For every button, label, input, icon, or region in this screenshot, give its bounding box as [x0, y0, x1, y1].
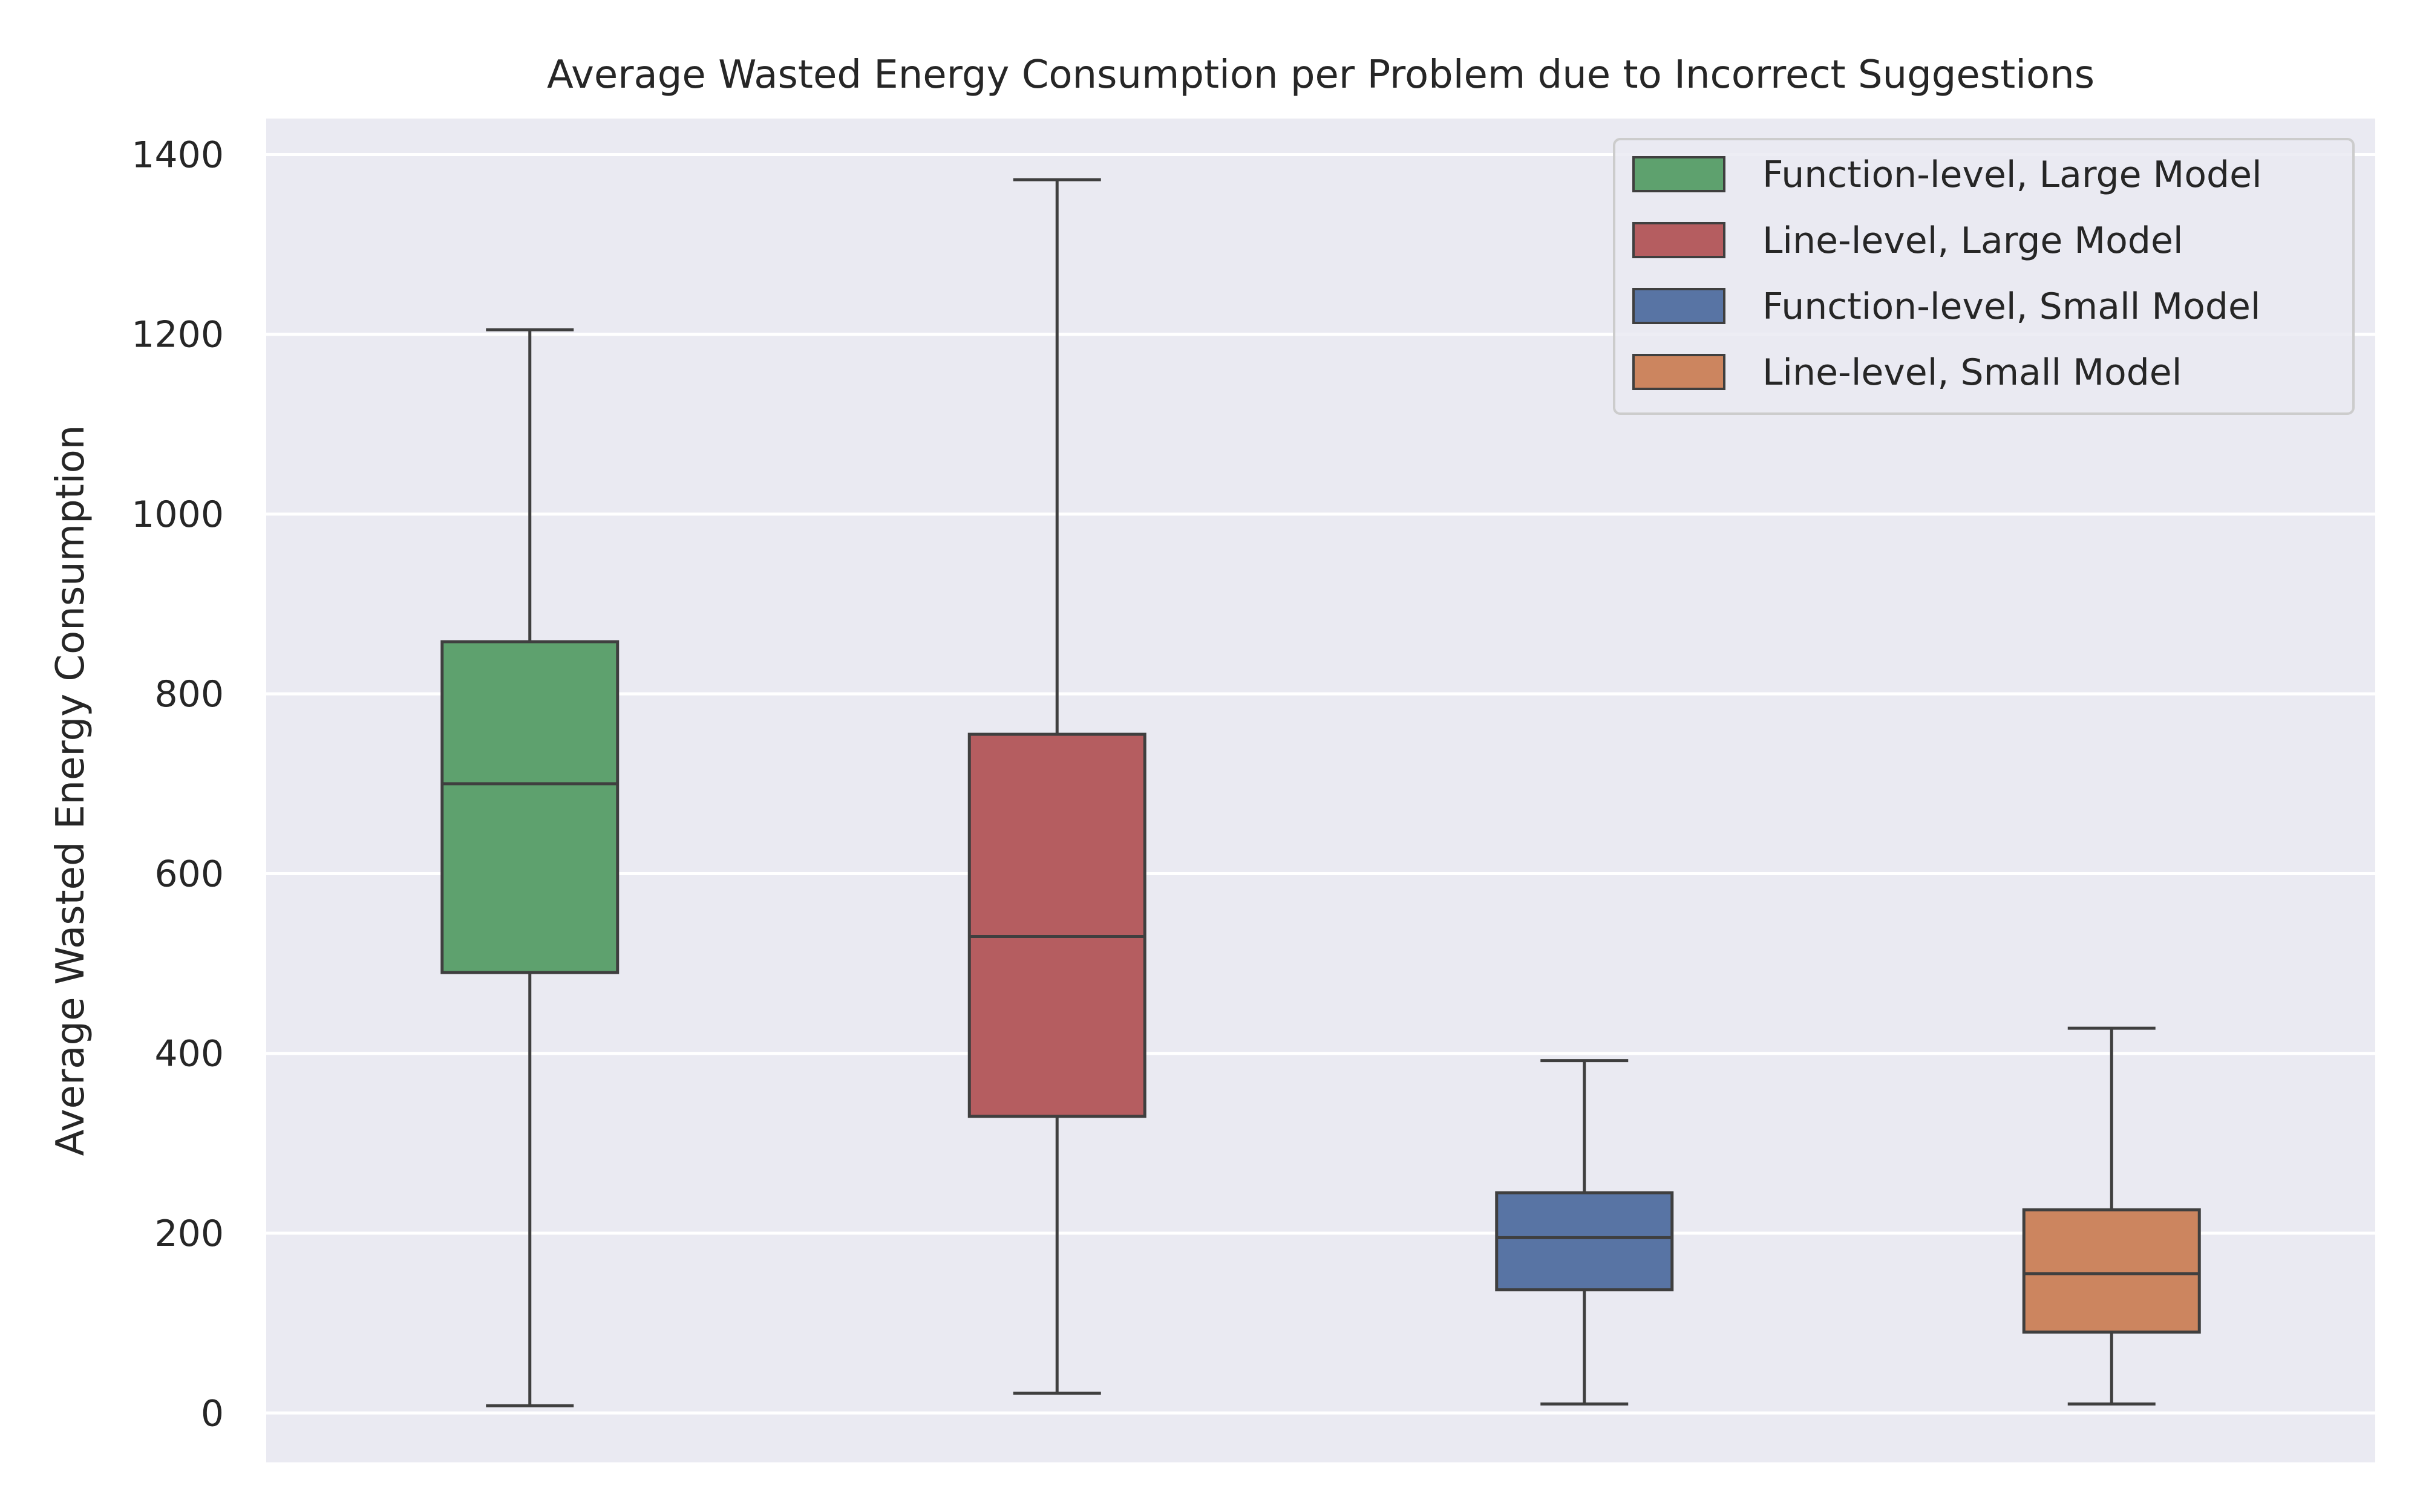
y-tick-label: 1400 — [131, 134, 224, 176]
legend-box — [1613, 138, 2355, 415]
legend-item: Line-level, Small Model — [1632, 351, 2182, 394]
chart-title: Average Wasted Energy Consumption per Pr… — [547, 53, 2095, 97]
y-tick-label: 400 — [154, 1033, 224, 1075]
y-tick-label: 800 — [154, 673, 224, 715]
legend-item: Line-level, Large Model — [1632, 220, 2183, 262]
legend-swatch — [1632, 156, 1725, 192]
y-tick-label: 0 — [201, 1392, 224, 1435]
y-axis-ticks: 0 200 400 600 800 1000 1200 1400 — [131, 134, 224, 1435]
box-4 — [2022, 1026, 2201, 1406]
legend-label: Function-level, Large Model — [1762, 154, 2262, 196]
legend-swatch — [1632, 354, 1725, 390]
y-tick-label: 200 — [154, 1213, 224, 1255]
legend-item: Function-level, Small Model — [1632, 285, 2261, 328]
boxes — [440, 178, 2201, 1407]
box-1 — [440, 328, 620, 1407]
legend-swatch — [1632, 288, 1725, 324]
y-tick-label: 600 — [154, 853, 224, 895]
y-axis-label: Average Wasted Energy Consumption — [48, 425, 93, 1156]
legend-label: Line-level, Small Model — [1762, 351, 2182, 394]
legend-label: Line-level, Large Model — [1762, 220, 2183, 262]
legend-label: Function-level, Small Model — [1762, 285, 2261, 328]
legend-swatch — [1632, 222, 1725, 258]
iqr-box — [440, 640, 620, 974]
legend: Function-level, Large Model Line-level, L… — [1613, 138, 2355, 415]
box-3 — [1495, 1059, 1674, 1406]
legend-item: Function-level, Large Model — [1632, 154, 2262, 196]
y-tick-label: 1200 — [131, 314, 224, 356]
iqr-box — [2022, 1208, 2201, 1334]
iqr-box — [967, 732, 1146, 1118]
box-2 — [967, 178, 1146, 1395]
iqr-box — [1495, 1191, 1674, 1292]
y-tick-label: 1000 — [131, 494, 224, 536]
